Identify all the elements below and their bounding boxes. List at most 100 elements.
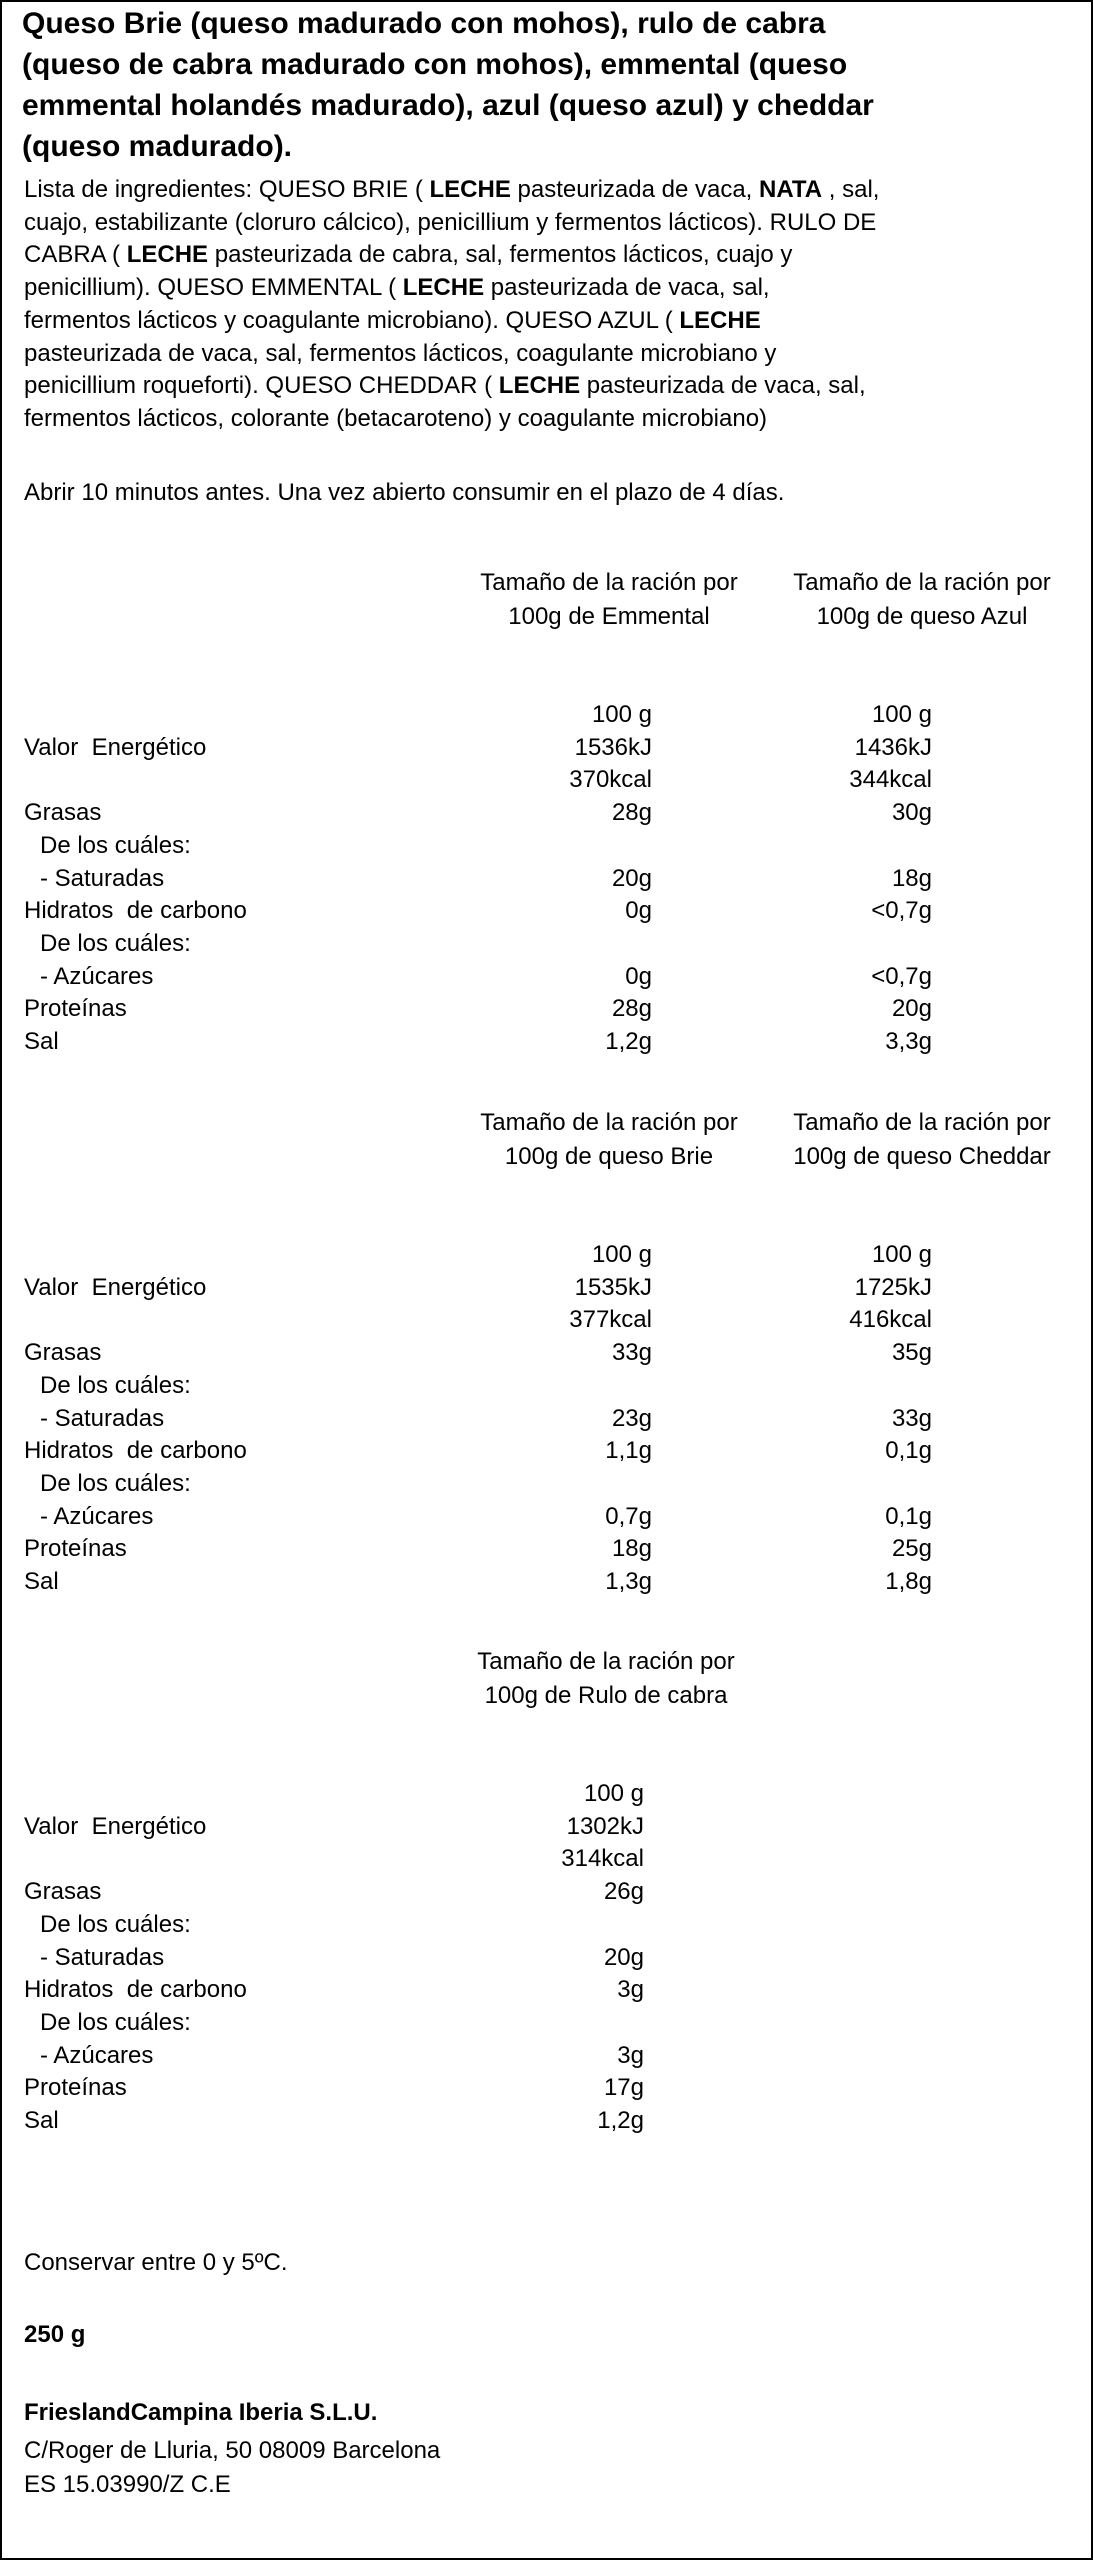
row-label: Valor Energético bbox=[24, 1812, 207, 1840]
row-label: De los cuáles: bbox=[40, 1371, 191, 1399]
title-line: (queso madurado). bbox=[22, 130, 293, 163]
row-value: 17g bbox=[603, 2074, 644, 2102]
row-value: 1,3g bbox=[605, 1568, 652, 1595]
row-label: Proteínas bbox=[24, 995, 127, 1023]
row-value: 3,3g bbox=[885, 1028, 932, 1055]
row-value: 3g bbox=[617, 1976, 644, 2004]
row-value: 18g bbox=[611, 1535, 652, 1563]
ingredient-text: penicillium). QUESO EMMENTAL ( bbox=[24, 274, 403, 302]
row-value: 377kcal bbox=[569, 1306, 652, 1334]
row-value: 344kcal bbox=[849, 766, 932, 794]
ingredient-text: fermentos lácticos, colorante (betacarot… bbox=[24, 404, 768, 432]
row-value: <0,7g bbox=[871, 897, 932, 925]
row-label: - Saturadas bbox=[40, 864, 165, 892]
row-value: 370kcal bbox=[569, 766, 652, 794]
row-value: 0g bbox=[625, 962, 652, 990]
ingredient-text: penicillium roqueforti). QUESO CHEDDAR ( bbox=[24, 372, 499, 400]
allergen: LECHE bbox=[498, 372, 581, 400]
row-label: Proteínas bbox=[24, 2074, 127, 2102]
column-header: 100g de queso Brie bbox=[504, 1143, 714, 1170]
ingredient-text: pasteurizada de vaca, sal, bbox=[484, 274, 770, 302]
column-header: Tamaño de la ración por bbox=[480, 1109, 738, 1136]
ingredient-text: fermentos lácticos y coagulante microbia… bbox=[24, 306, 680, 334]
ingredients-line: CABRA ( LECHE pasteurizada de cabra, sal… bbox=[24, 238, 792, 271]
row-label: Sal bbox=[24, 1028, 59, 1055]
allergen: LECHE bbox=[402, 274, 485, 302]
row-value: 1725kJ bbox=[854, 1273, 932, 1301]
row-label: Sal bbox=[24, 1568, 59, 1595]
ingredients-line: penicillium roqueforti). QUESO CHEDDAR (… bbox=[24, 369, 866, 402]
allergen: NATA bbox=[759, 176, 823, 203]
row-value: 23g bbox=[611, 1404, 652, 1432]
row-value: 33g bbox=[611, 1339, 652, 1367]
allergen: LECHE bbox=[679, 306, 761, 334]
row-label: Hidratos de carbono bbox=[24, 897, 247, 925]
row-value: 28g bbox=[611, 995, 652, 1023]
row-label: Valor Energético bbox=[24, 1273, 207, 1301]
row-label: Hidratos de carbono bbox=[24, 1976, 247, 2004]
row-value: 1,8g bbox=[885, 1568, 932, 1595]
row-label: De los cuáles: bbox=[40, 1910, 191, 1938]
column-header: Tamaño de la ración por bbox=[793, 1109, 1051, 1136]
row-label: De los cuáles: bbox=[40, 929, 191, 957]
row-label: - Azúcares bbox=[40, 1502, 154, 1530]
row-value: 314kcal bbox=[561, 1845, 644, 1873]
row-value: 0,1g bbox=[885, 1437, 932, 1465]
row-value: 28g bbox=[611, 799, 652, 827]
row-value: 20g bbox=[603, 1943, 644, 1971]
ingredients-line: Lista de ingredientes: QUESO BRIE ( LECH… bbox=[24, 173, 879, 206]
title-line: (queso de cabra madurado con mohos), emm… bbox=[22, 48, 848, 81]
row-value: <0,7g bbox=[871, 962, 932, 990]
row-label: Sal bbox=[24, 2107, 59, 2134]
row-value: 100 g bbox=[871, 1241, 932, 1268]
company-name: FrieslandCampina Iberia S.L.U. bbox=[24, 2399, 378, 2426]
row-value: 1536kJ bbox=[574, 733, 652, 761]
row-value: 18g bbox=[891, 864, 932, 892]
row-value: 100 g bbox=[591, 1241, 652, 1268]
column-header: 100g de Emmental bbox=[508, 603, 710, 630]
row-value: 25g bbox=[891, 1535, 932, 1563]
row-label: Proteínas bbox=[24, 1535, 127, 1563]
column-header: Tamaño de la ración por bbox=[477, 1648, 735, 1675]
ingredient-text: pasteurizada de vaca, sal, fermentos lác… bbox=[24, 339, 777, 367]
ingredients-line: penicillium). QUESO EMMENTAL ( LECHE pas… bbox=[24, 271, 770, 304]
row-value: 0,7g bbox=[605, 1502, 652, 1530]
row-value: 1,1g bbox=[605, 1437, 652, 1465]
ingredient-text: pasteurizada de vaca, sal, bbox=[580, 372, 866, 400]
allergen: LECHE bbox=[429, 176, 511, 203]
ingredients-line: fermentos lácticos, colorante (betacarot… bbox=[24, 402, 767, 435]
row-value: 1436kJ bbox=[854, 733, 932, 761]
row-label: De los cuáles: bbox=[40, 2008, 191, 2036]
column-header: 100g de queso Cheddar bbox=[793, 1143, 1051, 1170]
instructions: Abrir 10 minutos antes. Una vez abierto … bbox=[24, 479, 785, 506]
row-value: 33g bbox=[891, 1404, 932, 1432]
ingredient-text: Lista de ingredientes: QUESO BRIE ( bbox=[24, 176, 430, 203]
row-value: 100 g bbox=[591, 701, 652, 728]
row-value: 1535kJ bbox=[574, 1273, 652, 1301]
row-value: 35g bbox=[891, 1339, 932, 1367]
row-value: 100 g bbox=[583, 1780, 644, 1807]
row-label: Grasas bbox=[24, 1339, 102, 1367]
row-value: 1,2g bbox=[605, 1028, 652, 1055]
row-label: - Saturadas bbox=[40, 1404, 165, 1432]
company-registry: ES 15.03990/Z C.E bbox=[24, 2471, 231, 2498]
column-header: 100g de queso Azul bbox=[816, 603, 1028, 630]
ingredients-line: pasteurizada de vaca, sal, fermentos lác… bbox=[24, 337, 776, 370]
row-value: 26g bbox=[603, 1878, 644, 1906]
row-value: 20g bbox=[611, 864, 652, 892]
row-value: 1302kJ bbox=[566, 1812, 644, 1840]
ingredient-text: pasteurizada de cabra, sal, fermentos lá… bbox=[208, 241, 793, 269]
ingredients-line: cuajo, estabilizante (cloruro cálcico), … bbox=[24, 206, 876, 239]
row-value: 3g bbox=[617, 2041, 644, 2069]
row-label: - Saturadas bbox=[40, 1943, 165, 1971]
column-header: Tamaño de la ración por bbox=[480, 569, 738, 596]
row-value: 30g bbox=[891, 799, 932, 827]
row-value: 0g bbox=[625, 897, 652, 925]
allergen: LECHE bbox=[126, 241, 209, 269]
row-value: 100 g bbox=[871, 701, 932, 728]
weight: 250 g bbox=[24, 2321, 86, 2348]
row-label: De los cuáles: bbox=[40, 1469, 191, 1497]
storage: Conservar entre 0 y 5ºC. bbox=[24, 2249, 288, 2276]
column-header: 100g de Rulo de cabra bbox=[484, 1682, 728, 1709]
